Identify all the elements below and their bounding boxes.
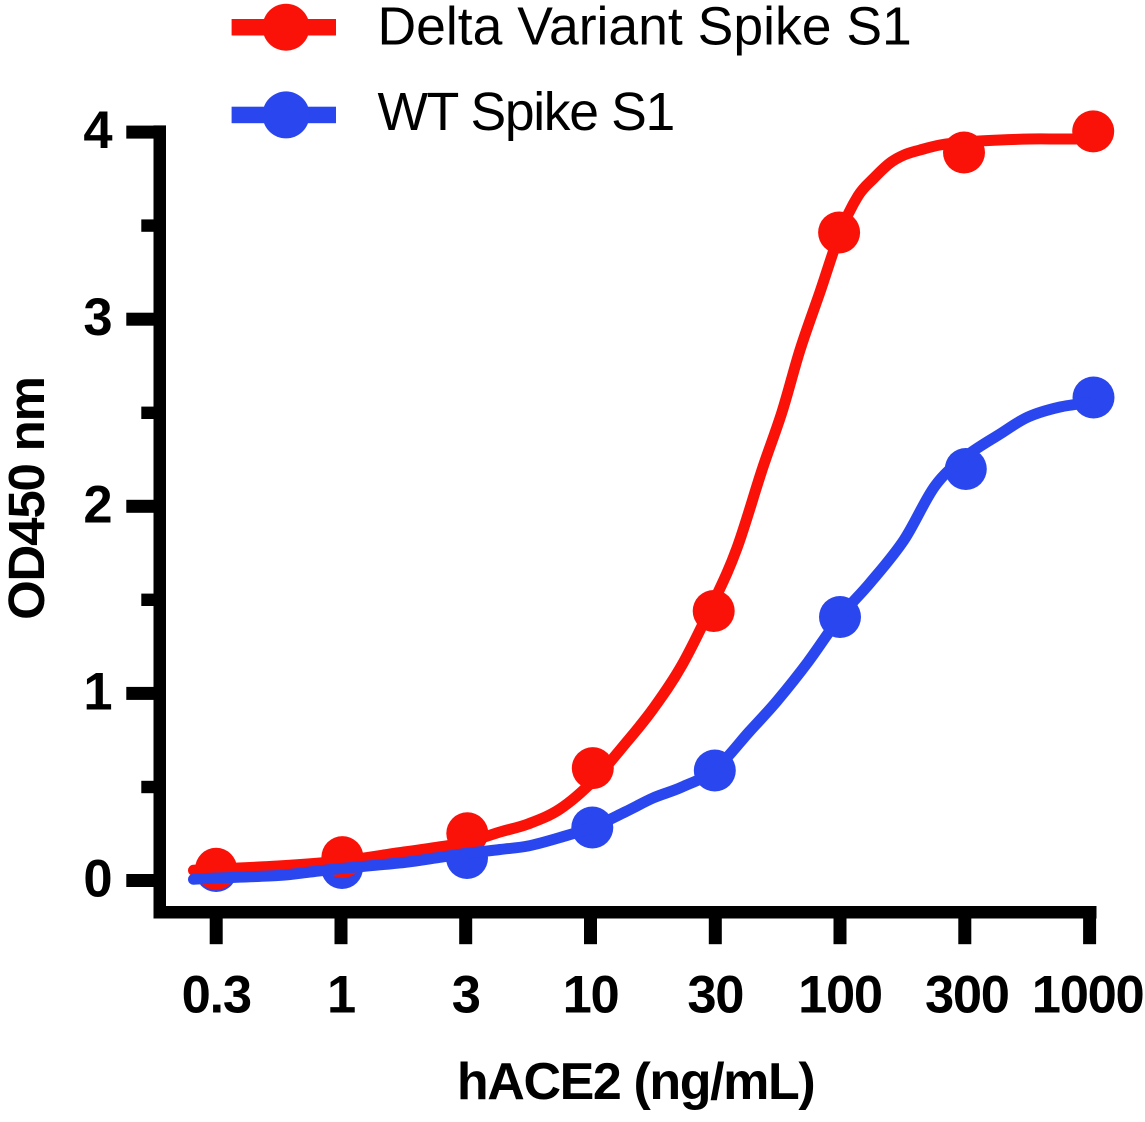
svg-text:2: 2 (83, 475, 112, 534)
svg-text:WT Spike S1: WT Spike S1 (378, 83, 674, 142)
svg-text:hACE2 (ng/mL): hACE2 (ng/mL) (457, 1053, 814, 1111)
svg-text:30: 30 (687, 966, 743, 1025)
svg-text:1000: 1000 (1032, 966, 1144, 1025)
svg-text:1: 1 (327, 966, 355, 1025)
svg-text:0.3: 0.3 (182, 966, 251, 1025)
svg-text:4: 4 (83, 101, 112, 160)
svg-text:3: 3 (452, 966, 480, 1025)
svg-text:10: 10 (563, 966, 619, 1025)
svg-text:0: 0 (83, 850, 112, 909)
svg-text:1: 1 (83, 662, 112, 721)
svg-text:Delta Variant Spike S1: Delta Variant Spike S1 (378, 0, 912, 57)
svg-text:3: 3 (83, 288, 112, 347)
svg-text:300: 300 (925, 966, 1009, 1025)
svg-text:100: 100 (798, 966, 882, 1025)
svg-text:OD450 nm: OD450 nm (0, 377, 55, 620)
